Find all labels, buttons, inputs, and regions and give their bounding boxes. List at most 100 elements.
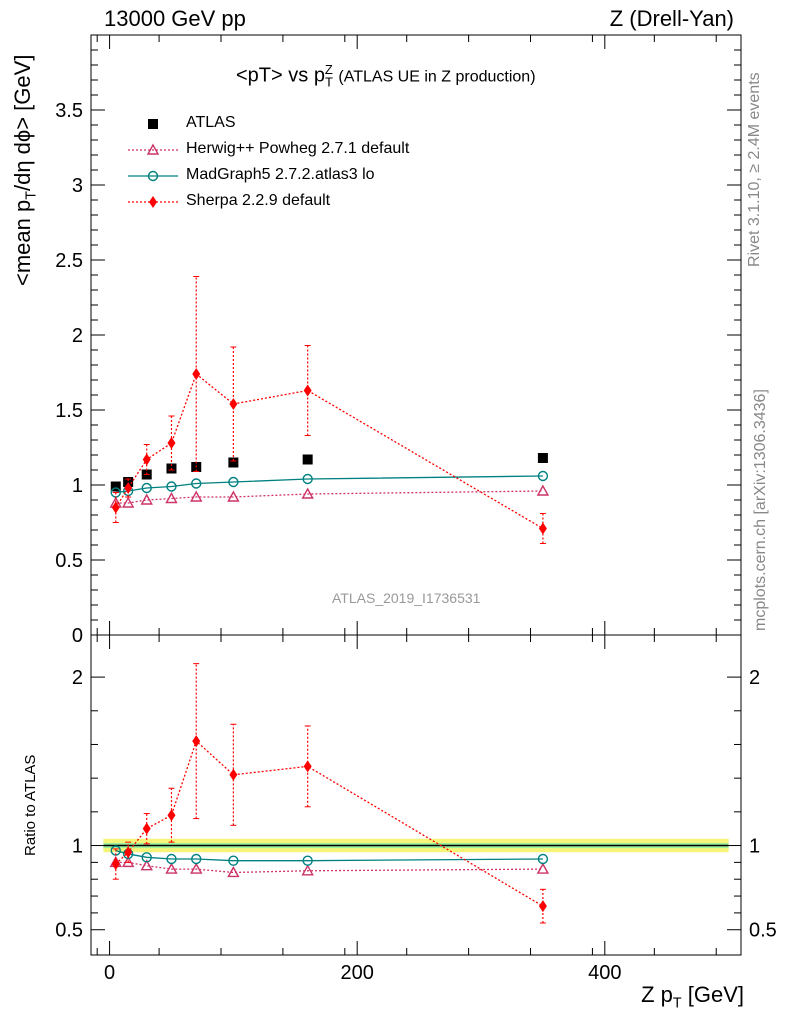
title-main: <pT> vs p [236,64,325,87]
series-line [115,490,543,504]
data-point [124,846,133,859]
data-point [111,858,120,871]
y-tick-label: 2 [72,667,83,689]
y-tick-label: 1.5 [55,400,83,422]
data-point [121,496,135,508]
series-line [115,861,543,874]
data-point [142,453,151,466]
ratio-panel: 0.5 0.5 1 1 2 2 0 200 400 [55,634,777,984]
data-point [141,852,152,863]
y-axis-label-sub: T [23,191,40,200]
y-tick-label: 0.5 [55,920,83,942]
series-line [115,372,544,530]
y-tick-label: 1 [72,475,83,497]
data-point [111,501,120,514]
data-point [301,487,314,499]
y-tick-label: 0.5 [55,550,83,572]
main-panel: 0 0.5 1 1.5 2 2.5 3 3.5 [55,34,742,647]
legend-label-atlas: ATLAS [186,114,236,131]
data-point [192,735,201,748]
data-point [227,490,240,502]
data-point [536,484,550,496]
series-sherpa [111,276,547,544]
y-tick-label: 2 [72,325,83,347]
data-point [167,809,176,822]
x-tick-label: 200 [341,962,374,984]
series-line [115,475,543,494]
data-point [228,476,239,488]
data-point [228,855,239,866]
title-sub: T [324,74,333,90]
data-point [191,853,202,865]
data-point [190,490,203,502]
header-right: Z (Drell-Yan) [609,6,734,31]
legend-marker [149,196,157,208]
side-label-rivet: Rivet 3.1.10, ≥ 2.4M events [746,72,763,267]
data-point [229,398,238,410]
data-point [303,384,312,397]
series-line [115,739,544,907]
side-label-mcplots: mcplots.cern.ch [arXiv:1306.3436] [752,389,769,631]
analysis-watermark: ATLAS_2019_I1736531 [332,590,481,606]
title-sup: Z [324,62,333,77]
data-point [140,493,153,505]
series-sherpa [111,663,547,924]
y-axis-label-text: <mean p [10,199,35,286]
legend-label-sherpa: Sherpa 2.2.9 default [186,192,331,209]
data-point [227,866,240,878]
x-axis-label-rest: [GeV] [681,982,744,1007]
legend-marker [148,119,158,129]
y-tick-label: 3 [72,175,83,197]
data-point [192,368,201,380]
data-point [165,492,178,504]
data-point [142,822,151,835]
x-axis-label-sub: T [672,995,682,1012]
data-point [141,482,152,494]
x-axis-label: Z pT [GeV] [641,982,744,1011]
y-axis-label-main: <mean pT/dη dϕ> [GeV] [10,55,39,286]
series-herwig [109,484,550,508]
data-point [166,853,177,865]
data-point [302,473,313,485]
header-left: 13000 GeV pp [104,6,246,31]
y-tick-label-right: 2 [749,667,760,689]
y-tick-label: 1 [72,836,83,858]
x-axis-label-text: Z p [641,982,673,1007]
y-tick-label-right: 1 [749,836,760,858]
data-point [538,522,547,535]
data-point [302,855,313,866]
x-tick-label: 0 [104,962,115,984]
data-point [302,454,313,465]
data-point [229,768,238,781]
legend-label-madgraph: MadGraph5 2.7.2.atlas3 lo [186,166,375,183]
legend-marker [146,143,160,155]
y-tick-label-right: 0.5 [749,920,777,942]
y-tick-label: 2.5 [55,250,83,272]
data-point [303,760,312,773]
data-point [191,478,202,489]
y-axis-label-ratio: Ratio to ATLAS [22,754,39,856]
data-point [110,481,121,492]
data-point [536,862,550,874]
data-point [537,453,548,463]
ratio-frame [90,634,742,956]
data-point [538,900,547,913]
series-madgraph5 [110,845,549,866]
data-point [537,470,549,482]
data-point [124,482,133,494]
data-point [167,437,176,449]
title-extra: (ATLAS UE in Z production) [338,68,536,86]
plot-title: <pT> vs pTZ (ATLAS UE in Z production) [236,62,536,90]
data-point [537,853,549,865]
y-axis-label-rest: /dη dϕ> [GeV] [10,54,35,192]
legend-marker [147,170,159,182]
y-tick-label: 0 [72,625,83,647]
data-point [166,481,177,492]
legend-label-herwig: Herwig++ Powheg 2.7.1 default [186,140,410,157]
data-point [190,862,203,874]
data-point [228,457,239,468]
data-point [301,864,314,876]
series-madgraph5 [110,470,549,498]
series-line [115,849,543,862]
